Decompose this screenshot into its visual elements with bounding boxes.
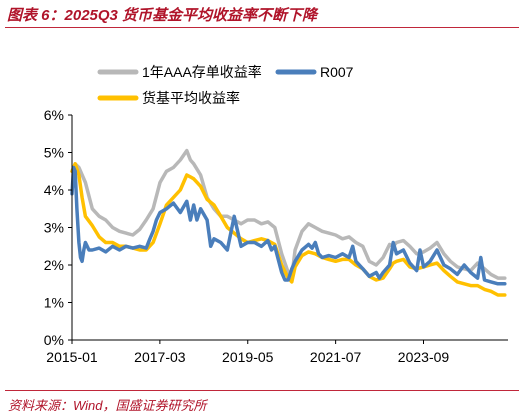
legend-label-gray: 1年AAA存单收益率 <box>142 64 262 80</box>
y-tick-label: 1% <box>44 295 64 311</box>
series-line-gray <box>70 148 507 280</box>
x-tick-label: 2015-01 <box>46 349 98 365</box>
series-line-blue <box>70 165 507 286</box>
series-layer <box>70 148 507 297</box>
y-tick-label: 2% <box>44 257 64 273</box>
y-tick-label: 4% <box>44 182 64 198</box>
title-divider <box>5 27 519 28</box>
x-tick-label: 2021-07 <box>310 349 362 365</box>
y-tick-label: 6% <box>44 107 64 123</box>
x-tick-label: 2017-03 <box>134 349 186 365</box>
legend: 1年AAA存单收益率 R007 货基平均收益率 <box>97 64 354 106</box>
source-note: 资料来源：Wind，国盛证券研究所 <box>8 398 207 413</box>
legend-label-yellow: 货基平均收益率 <box>142 90 240 106</box>
x-tick-label: 2023-09 <box>398 349 450 365</box>
source-divider <box>5 390 519 391</box>
y-tick-label: 0% <box>44 332 64 348</box>
y-tick-label: 5% <box>44 145 64 161</box>
x-tick-label: 2019-05 <box>222 349 274 365</box>
legend-label-blue: R007 <box>320 64 354 80</box>
y-tick-label: 3% <box>44 220 64 236</box>
figure-title: 图表 6：2025Q3 货币基金平均收益率不断下降 <box>7 7 318 24</box>
axes: 0% 1% 2% 3% 4% 5% 6% 2015-01 2017-03 2019-05 2021-… <box>44 107 508 365</box>
